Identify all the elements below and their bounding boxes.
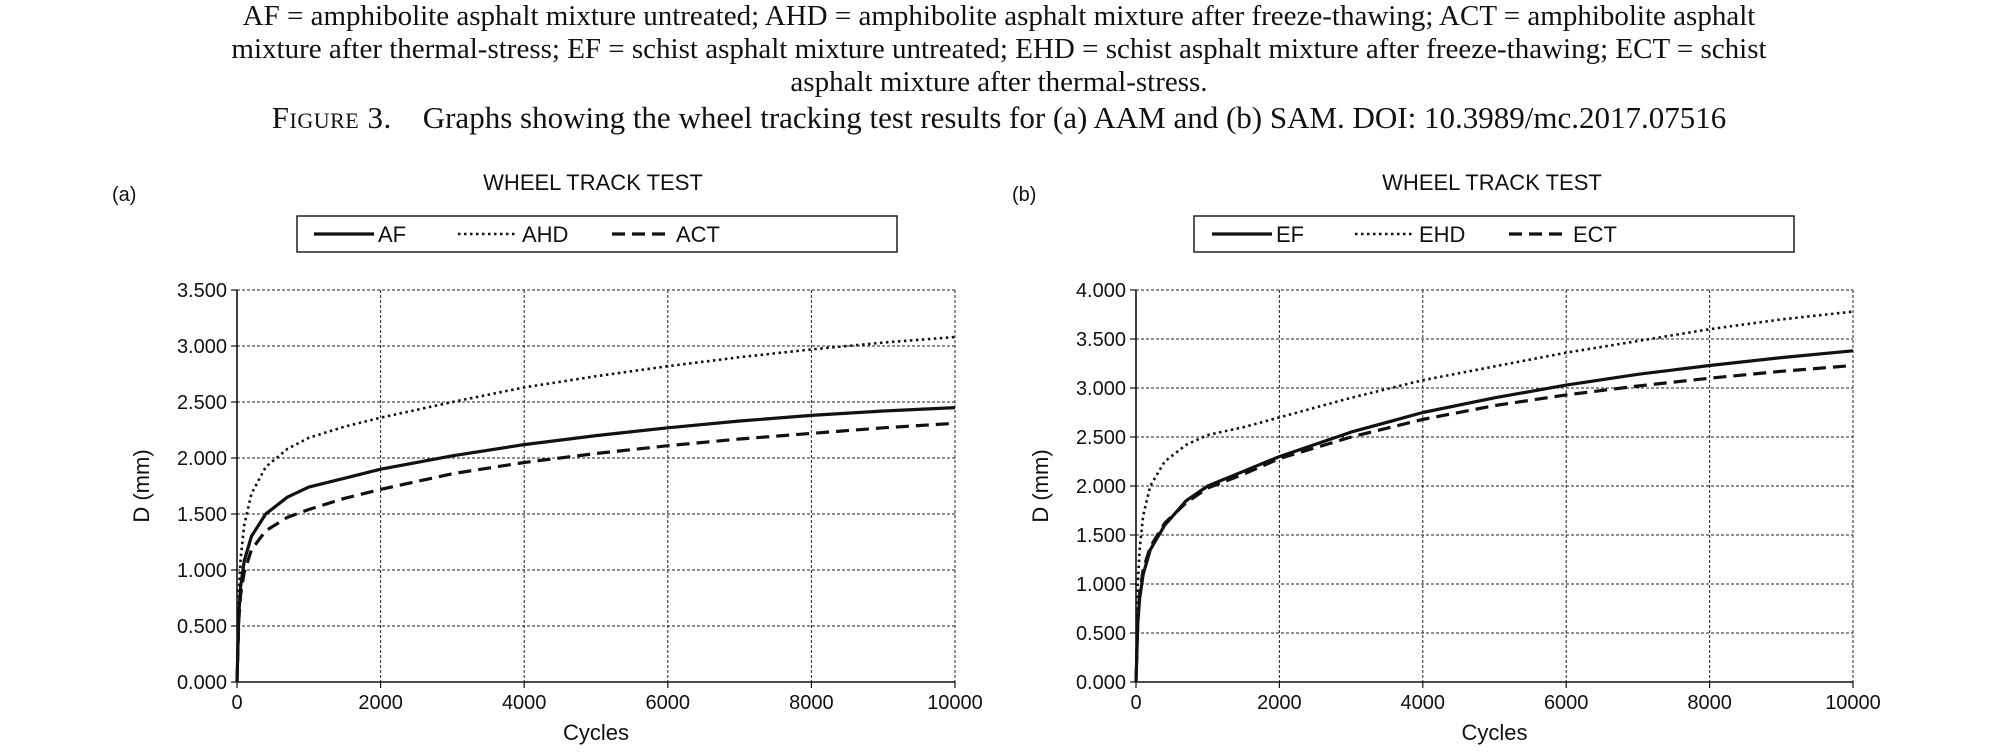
caption-line-1: AF = amphibolite asphalt mixture untreat… — [242, 0, 1756, 32]
figure-label: Figure 3. — [271, 100, 392, 135]
x-tick-label: 8000 — [789, 692, 834, 714]
y-axis-label: D (mm) — [1028, 449, 1053, 522]
y-tick-label: 3.500 — [1076, 329, 1126, 351]
y-tick-label: 3.000 — [1076, 378, 1126, 400]
series-line-ect — [1134, 363, 1854, 683]
chart-title: WHEEL TRACK TEST — [1382, 170, 1602, 195]
figure-caption: AF = amphibolite asphalt mixture untreat… — [0, 0, 1998, 99]
x-tick-label: 0 — [231, 692, 242, 714]
y-tick-label: 2.500 — [1076, 427, 1126, 449]
y-tick-label: 0.000 — [177, 672, 227, 694]
x-axis-label: Cycles — [563, 720, 629, 745]
series-line-ahd — [235, 335, 956, 683]
x-tick-label: 6000 — [646, 692, 691, 714]
x-tick-label: 0 — [1130, 692, 1141, 714]
x-tick-label: 8000 — [1687, 692, 1732, 714]
legend-box — [1193, 215, 1795, 253]
x-tick-label: 10000 — [1825, 692, 1881, 714]
y-tick-label: 3.000 — [177, 336, 227, 358]
series-line-ehd — [1134, 310, 1854, 683]
figure-text: Graphs showing the wheel tracking test r… — [422, 100, 1727, 135]
figure-title: Figure 3. Graphs showing the wheel track… — [0, 100, 1998, 136]
x-tick-label: 4000 — [502, 692, 547, 714]
panel-label: (b) — [1012, 184, 1036, 206]
panel-label: (a) — [112, 184, 136, 206]
y-tick-label: 2.500 — [177, 392, 227, 414]
legend-label-ef: EF — [1276, 222, 1304, 247]
series-line-ef — [1134, 349, 1854, 683]
caption-line-2: mixture after thermal-stress; EF = schis… — [231, 33, 1767, 65]
y-tick-label: 1.500 — [177, 504, 227, 526]
x-tick-label: 4000 — [1401, 692, 1446, 714]
y-tick-label: 0.500 — [177, 616, 227, 638]
legend-label-af: AF — [378, 222, 406, 247]
y-tick-label: 2.000 — [177, 448, 227, 470]
y-tick-label: 1.000 — [177, 560, 227, 582]
x-tick-label: 2000 — [358, 692, 403, 714]
x-axis-label: Cycles — [1461, 720, 1527, 745]
x-tick-label: 2000 — [1257, 692, 1302, 714]
legend-box — [296, 215, 898, 253]
chart-panel-b: (b) WHEEL TRACK TEST 0.000 0.500 1.000 1.500 2… — [1012, 170, 1881, 745]
chart-panel-a: (a) WHEEL TRACK TEST 0.000 0.500 1.000 1.500 2… — [112, 170, 983, 745]
y-tick-label: 1.000 — [1076, 574, 1126, 596]
legend-label-ehd: EHD — [1419, 222, 1465, 247]
y-tick-label: 3.500 — [177, 280, 227, 302]
y-tick-label: 4.000 — [1076, 280, 1126, 302]
caption-line-3: asphalt mixture after thermal-stress. — [790, 66, 1208, 98]
y-tick-label: 1.500 — [1076, 525, 1126, 547]
legend-label-ahd: AHD — [522, 222, 568, 247]
series-line-act — [235, 421, 956, 683]
y-tick-label: 0.000 — [1076, 672, 1126, 694]
x-tick-label: 10000 — [927, 692, 983, 714]
legend-label-ect: ECT — [1573, 222, 1617, 247]
y-axis-label: D (mm) — [129, 449, 154, 522]
chart-title: WHEEL TRACK TEST — [483, 170, 703, 195]
x-tick-label: 6000 — [1544, 692, 1589, 714]
y-tick-label: 2.000 — [1076, 476, 1126, 498]
y-tick-label: 0.500 — [1076, 623, 1126, 645]
legend-label-act: ACT — [676, 222, 720, 247]
series-line-af — [235, 406, 956, 683]
